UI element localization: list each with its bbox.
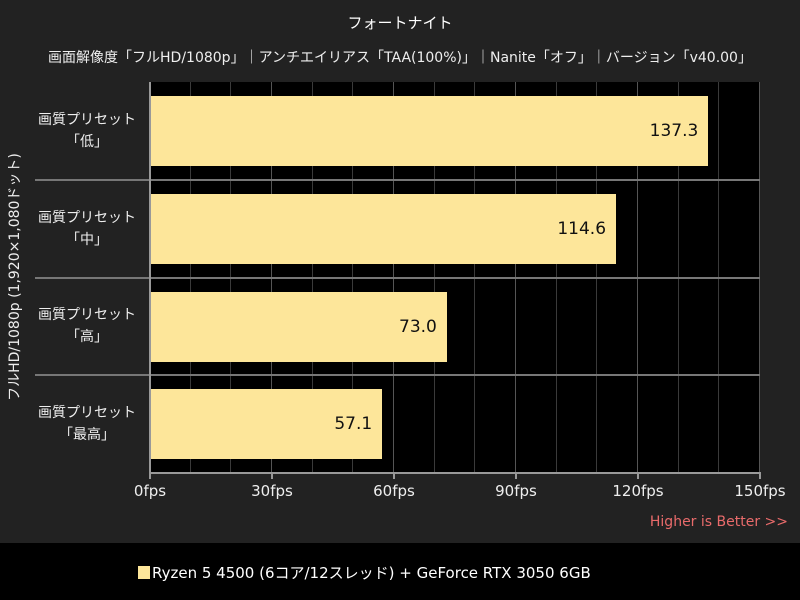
bar-value-label: 137.3 [649,121,699,141]
x-tick [759,473,761,479]
x-tick [637,473,639,479]
row-separator [35,374,760,377]
bar-value-label: 73.0 [399,316,437,337]
x-tick-label: 150fps [734,482,786,500]
x-tick [393,473,395,479]
bar-value-label: 57.1 [334,414,373,435]
bar: 114.6 [151,193,617,264]
x-tick-label: 60fps [373,482,415,500]
row-separator [35,178,760,181]
chart-subtitle: 画面解像度「フルHD/1080p」｜アンチエイリアス「TAA(100%)」｜Na… [48,50,752,66]
higher-is-better-note: Higher is Better >> [649,514,788,530]
bar: 73.0 [151,291,447,362]
y-axis-line [149,82,151,474]
x-tick-label: 30fps [251,482,293,500]
category-label: 画質プリセット 「中」 [38,209,136,248]
x-tick [271,473,273,479]
x-tick-label: 120fps [612,482,664,500]
x-tick-label: 90fps [495,482,537,500]
category-label: 画質プリセット 「最高」 [38,405,136,444]
legend-label: Ryzen 5 4500 (6コア/12スレッド) + GeForce RTX … [152,564,591,582]
row-separator [35,276,760,279]
x-axis-line [150,472,761,474]
chart-title: フォートナイト [347,14,453,32]
legend: Ryzen 5 4500 (6コア/12スレッド) + GeForce RTX … [138,562,591,583]
legend-swatch [138,566,150,579]
x-tick-label: 0fps [133,482,167,500]
x-tick [515,473,517,479]
category-label: 画質プリセット 「低」 [38,111,136,150]
y-axis-label: フルHD/1080p (1,920×1,080ドット) [7,153,23,401]
x-tick [149,473,151,479]
category-label: 画質プリセット 「高」 [38,307,136,346]
bar-value-label: 114.6 [557,218,607,239]
bar: 137.3 [151,96,709,166]
bar: 57.1 [151,389,383,460]
